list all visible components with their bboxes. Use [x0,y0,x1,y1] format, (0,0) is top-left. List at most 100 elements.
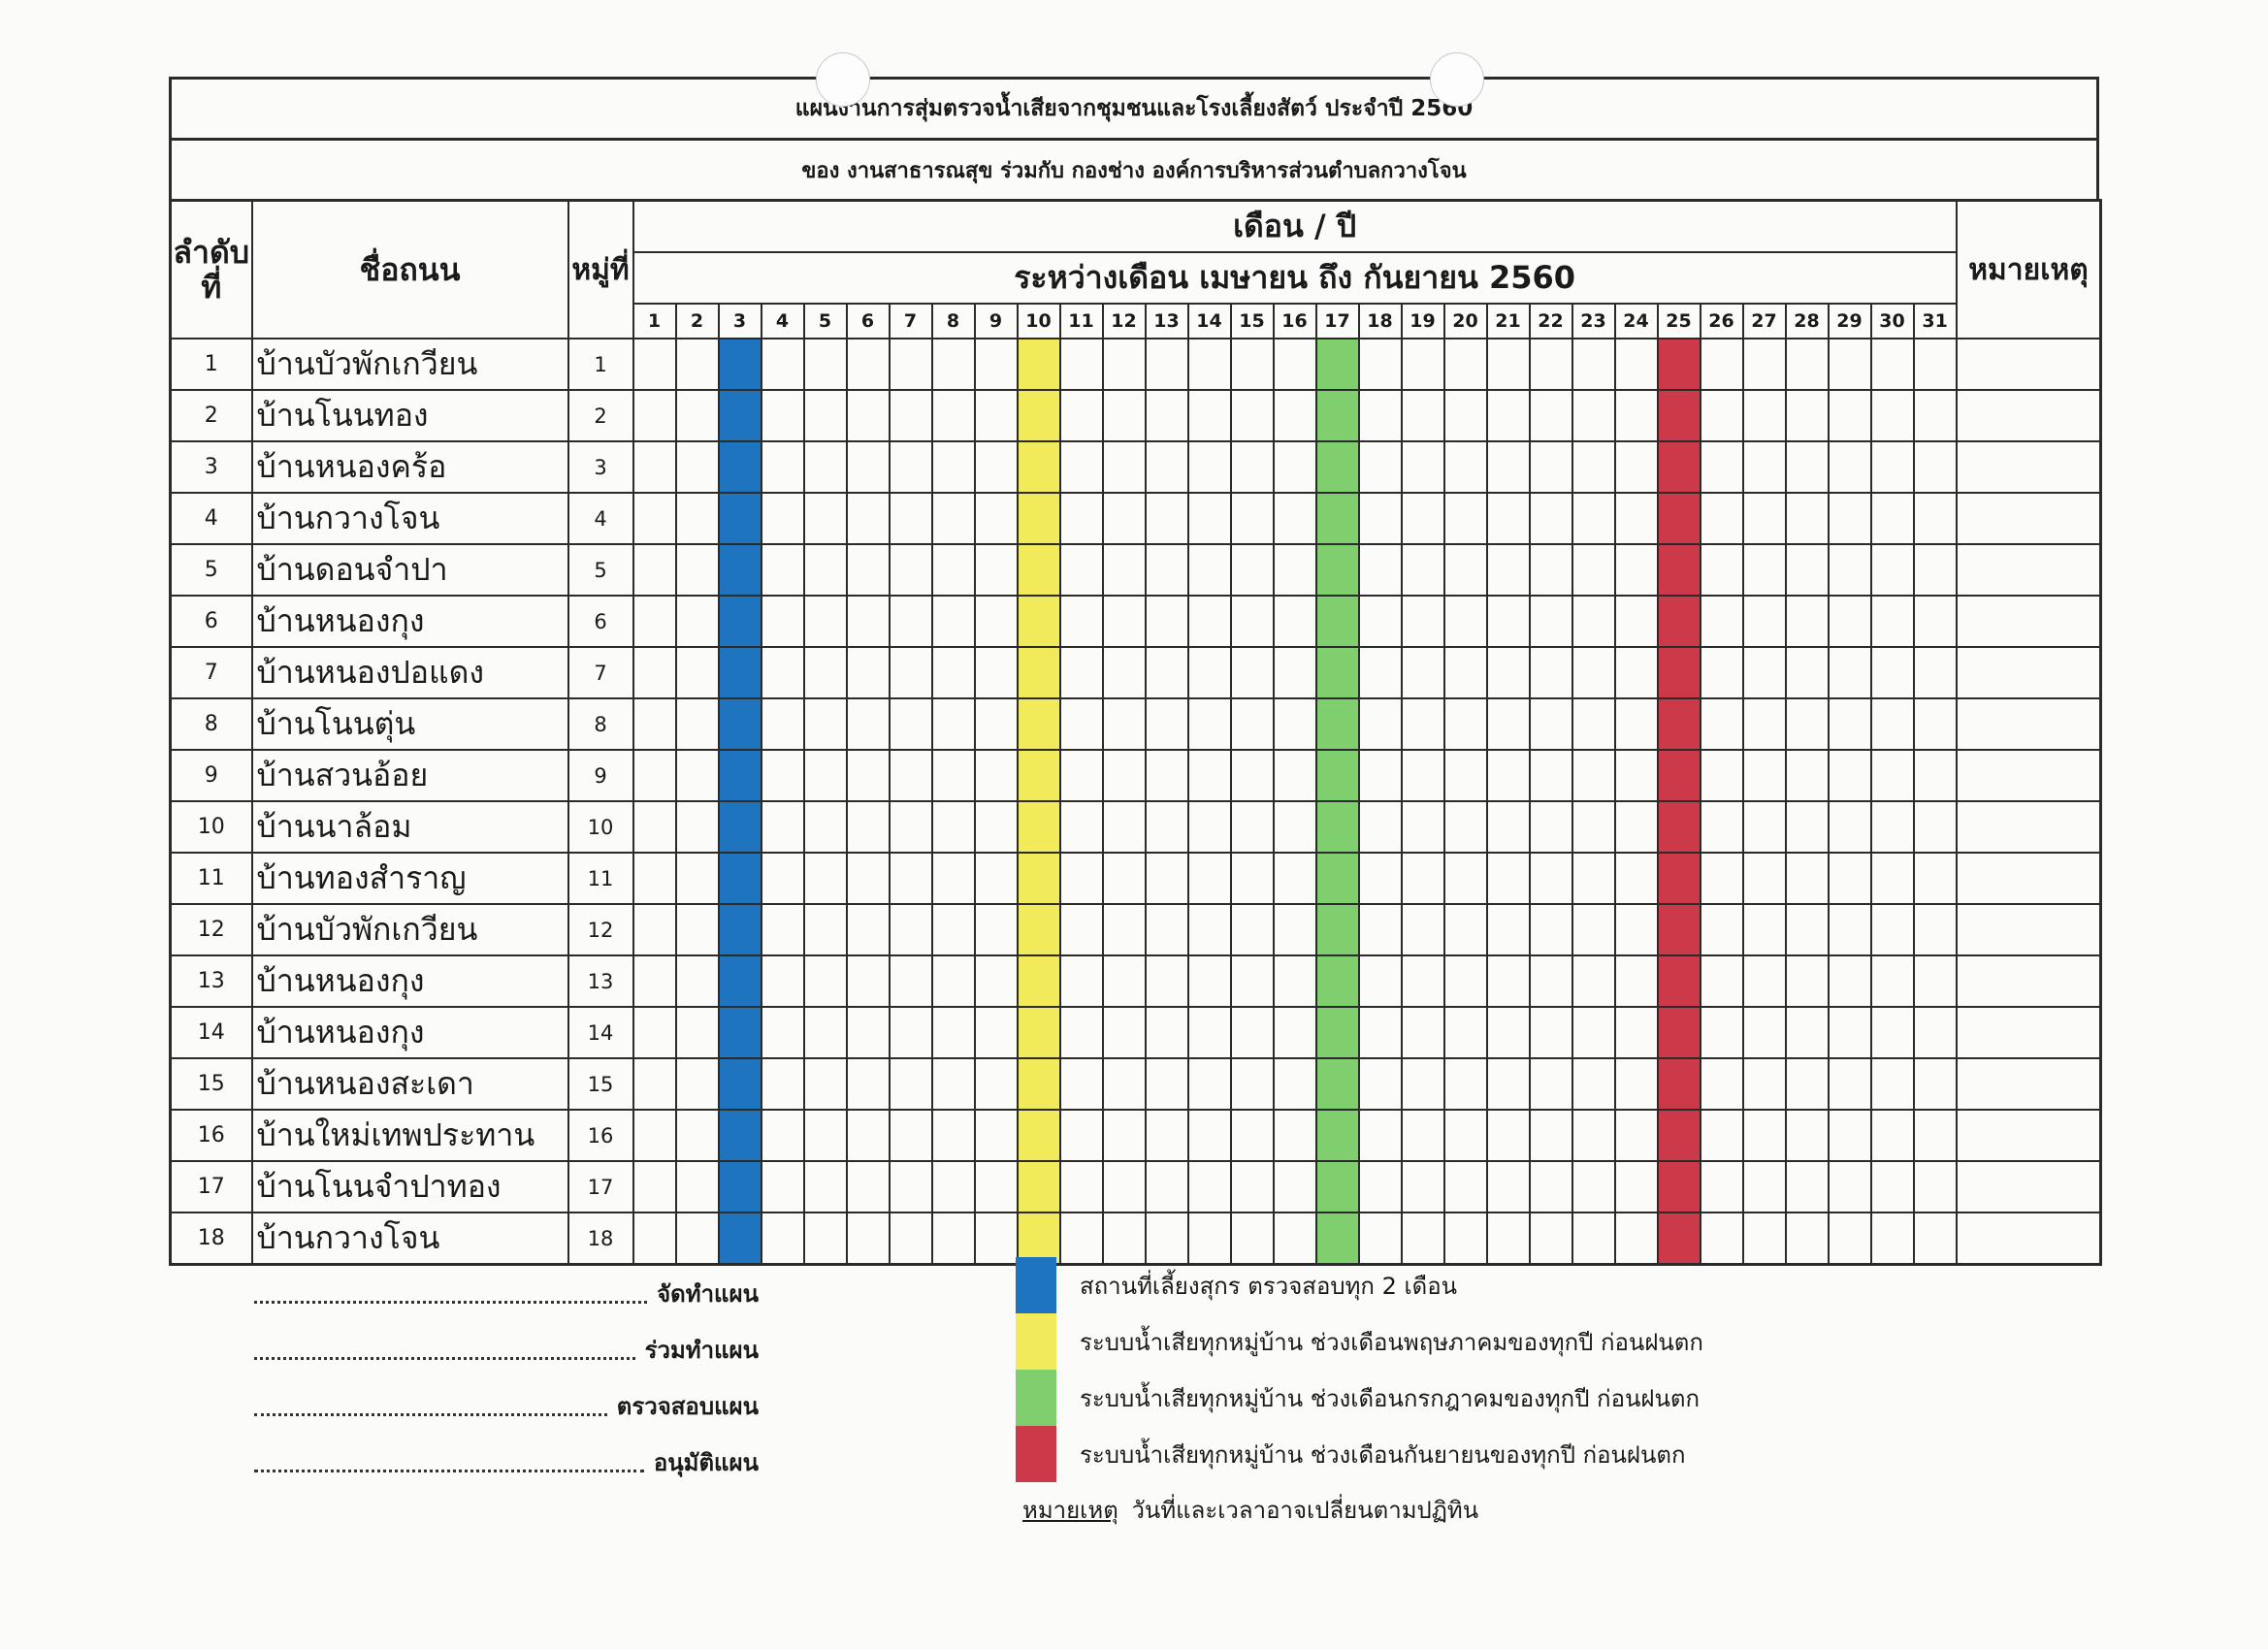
day-cell [845,1057,891,1111]
day-cell [1827,646,1872,699]
day-cell [1400,595,1445,648]
remark-cell [1955,749,2102,802]
schedule-mark-day-17 [1314,800,1360,854]
table-row: 1 บ้านบัวพักเกวียน 1 [169,338,2102,391]
schedule-mark-day-25 [1656,852,1701,905]
road-name: บ้านทองสำราญ [250,852,569,905]
day-cell [1186,492,1232,545]
day-cell [1613,800,1659,854]
day-cell [1101,1212,1147,1266]
day-cell [1442,749,1488,802]
day-cell [1101,800,1147,854]
schedule-mark-day-10 [1016,646,1061,699]
day-cell [1058,1006,1104,1059]
day-cell [1485,852,1531,905]
day-cell [1741,646,1787,699]
day-cell [760,595,805,648]
moo-number: 15 [567,1057,634,1111]
day-cell [1571,954,1616,1008]
day-cell [1357,543,1403,597]
day-cell [845,954,891,1008]
day-cell [1571,1006,1616,1059]
remark-cell [1955,440,2102,494]
table-row: 11 บ้านทองสำราญ 11 [169,852,2102,905]
day-cell [1357,492,1403,545]
day-cell [1571,903,1616,956]
legend-item: สถานที่เลี้ยงสุกร ตรวจสอบทุก 2 เดือน [1016,1257,1703,1313]
day-cell [1186,954,1232,1008]
day-cell [1229,697,1275,751]
day-cell [1144,1160,1189,1213]
day-cell [1272,646,1317,699]
day-cell [888,749,933,802]
schedule-mark-day-3 [717,1212,762,1266]
day-header-31: 31 [1912,303,1958,340]
road-name: บ้านบัวพักเกวียน [250,903,569,956]
day-cell [1741,440,1787,494]
schedule-mark-day-17 [1314,903,1360,956]
day-cell [845,492,891,545]
day-cell [888,1006,933,1059]
day-cell [1741,697,1787,751]
moo-number: 9 [567,749,634,802]
day-cell [1058,646,1104,699]
day-cell [802,954,848,1008]
day-cell [1827,903,1872,956]
day-cell [1272,903,1317,956]
schedule-mark-day-17 [1314,697,1360,751]
day-cell [1869,1160,1915,1213]
day-cell [930,903,976,956]
day-cell [1229,852,1275,905]
day-cell [1058,1212,1104,1266]
day-cell [1571,1160,1616,1213]
row-number: 18 [169,1212,253,1266]
day-cell [1229,1109,1275,1162]
day-cell [845,389,891,442]
day-cell [1357,903,1403,956]
day-cell [1869,954,1915,1008]
day-cell [802,1160,848,1213]
moo-number: 2 [567,389,634,442]
day-cell [1869,903,1915,956]
day-cell [1741,852,1787,905]
day-cell [1827,852,1872,905]
day-cell [1058,749,1104,802]
day-cell [802,749,848,802]
schedule-mark-day-3 [717,440,762,494]
schedule-mark-day-25 [1656,492,1701,545]
schedule-mark-day-3 [717,543,762,597]
day-cell [1485,1057,1531,1111]
day-cell [674,440,720,494]
day-cell [1186,1057,1232,1111]
day-cell [1869,852,1915,905]
day-cell [1827,1109,1872,1162]
day-cell [1442,697,1488,751]
day-cell [930,749,976,802]
day-cell [1229,543,1275,597]
schedule-mark-day-25 [1656,1006,1701,1059]
day-cell [888,492,933,545]
schedule-mark-day-25 [1656,903,1701,956]
schedule-mark-day-25 [1656,954,1701,1008]
day-cell [1912,749,1958,802]
day-cell [674,389,720,442]
day-cell [1912,903,1958,956]
day-cell [760,749,805,802]
day-cell [1400,338,1445,391]
day-cell [1912,646,1958,699]
note-text: วันที่และเวลาอาจเปลี่ยนตามปฏิทิน [1131,1497,1479,1524]
schedule-mark-day-17 [1314,954,1360,1008]
day-header-8: 8 [930,303,976,340]
day-cell [1699,852,1744,905]
day-cell [1528,492,1573,545]
day-cell [1442,954,1488,1008]
day-cell [1869,646,1915,699]
day-cell [1912,440,1958,494]
day-cell [632,1160,677,1213]
day-cell [1613,903,1659,956]
day-cell [1827,338,1872,391]
day-cell [1699,1006,1744,1059]
day-cell [1571,646,1616,699]
day-cell [1485,492,1531,545]
day-cell [1144,1006,1189,1059]
